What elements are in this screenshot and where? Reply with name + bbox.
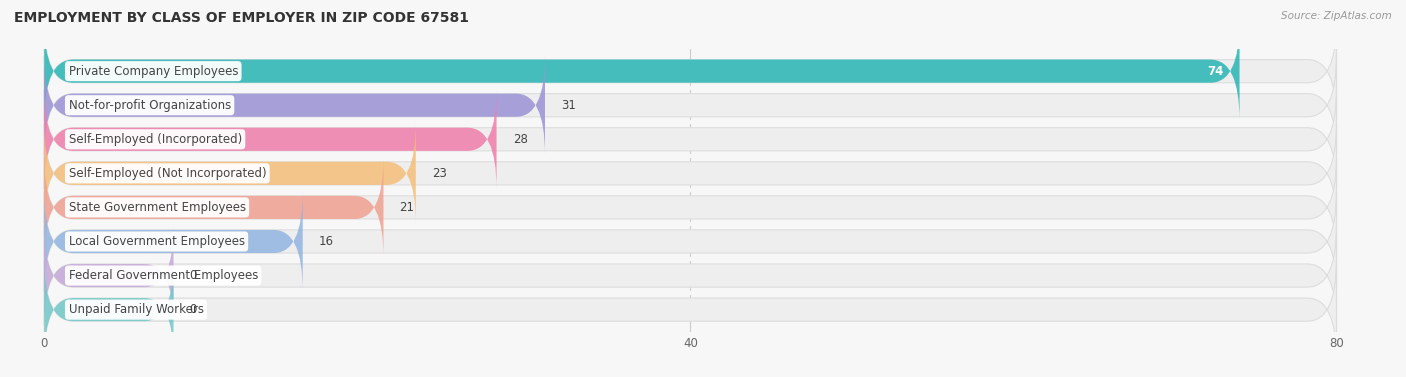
Text: Local Government Employees: Local Government Employees [69, 235, 245, 248]
FancyBboxPatch shape [44, 55, 1337, 155]
Text: Self-Employed (Incorporated): Self-Employed (Incorporated) [69, 133, 242, 146]
Text: 31: 31 [561, 99, 576, 112]
Text: Source: ZipAtlas.com: Source: ZipAtlas.com [1281, 11, 1392, 21]
Text: 21: 21 [399, 201, 415, 214]
Text: Private Company Employees: Private Company Employees [69, 64, 238, 78]
Text: Not-for-profit Organizations: Not-for-profit Organizations [69, 99, 231, 112]
FancyBboxPatch shape [44, 158, 384, 257]
Text: EMPLOYMENT BY CLASS OF EMPLOYER IN ZIP CODE 67581: EMPLOYMENT BY CLASS OF EMPLOYER IN ZIP C… [14, 11, 470, 25]
Text: Federal Government Employees: Federal Government Employees [69, 269, 257, 282]
Text: 23: 23 [432, 167, 447, 180]
Text: Self-Employed (Not Incorporated): Self-Employed (Not Incorporated) [69, 167, 266, 180]
FancyBboxPatch shape [44, 124, 1337, 223]
Text: 74: 74 [1206, 64, 1223, 78]
FancyBboxPatch shape [44, 21, 1337, 121]
FancyBboxPatch shape [44, 55, 546, 155]
FancyBboxPatch shape [44, 21, 1240, 121]
Text: 16: 16 [319, 235, 333, 248]
Text: 0: 0 [190, 303, 197, 316]
FancyBboxPatch shape [44, 124, 416, 223]
FancyBboxPatch shape [44, 260, 1337, 359]
FancyBboxPatch shape [44, 226, 1337, 325]
Text: 28: 28 [513, 133, 527, 146]
FancyBboxPatch shape [44, 260, 173, 359]
Text: State Government Employees: State Government Employees [69, 201, 246, 214]
FancyBboxPatch shape [44, 192, 1337, 291]
FancyBboxPatch shape [44, 192, 302, 291]
FancyBboxPatch shape [44, 90, 1337, 189]
FancyBboxPatch shape [44, 90, 496, 189]
Text: Unpaid Family Workers: Unpaid Family Workers [69, 303, 204, 316]
Text: 0: 0 [190, 269, 197, 282]
FancyBboxPatch shape [44, 158, 1337, 257]
FancyBboxPatch shape [44, 226, 173, 325]
